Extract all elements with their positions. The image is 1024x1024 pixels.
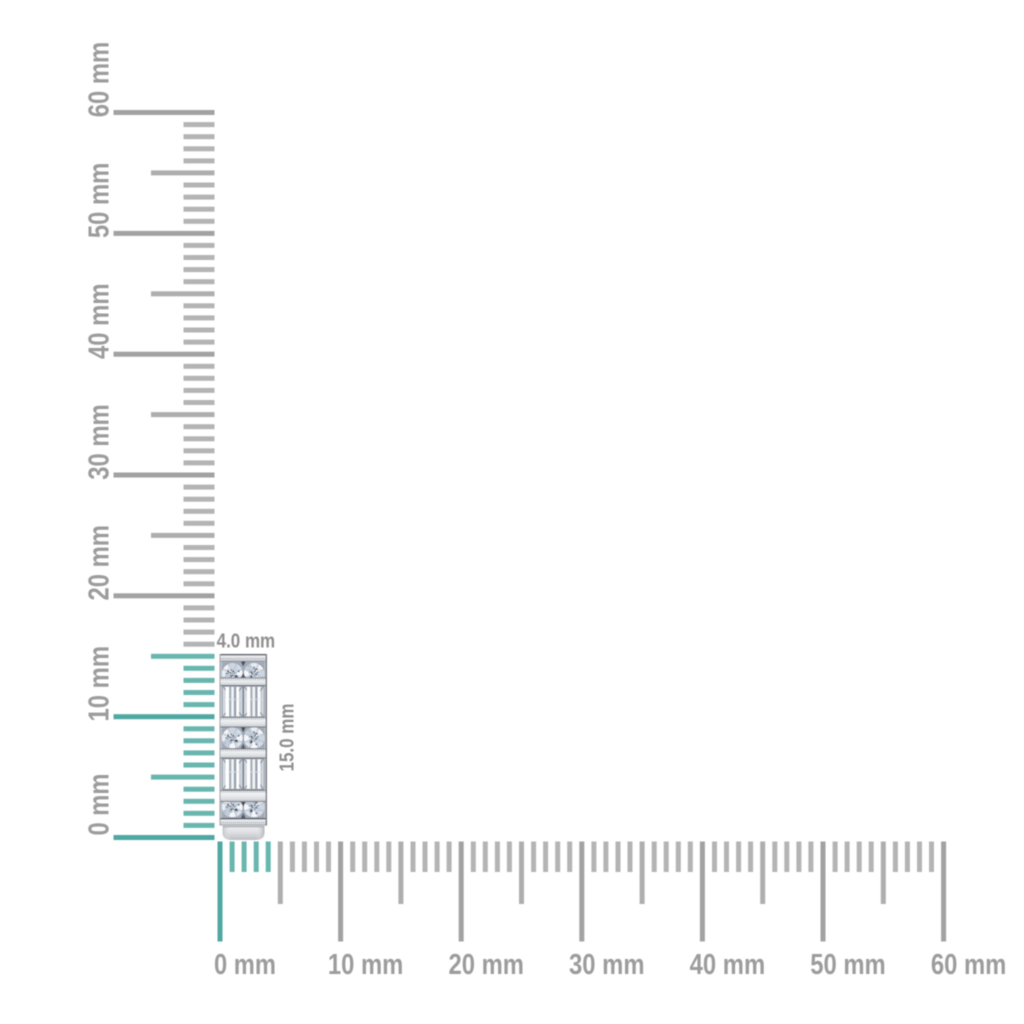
svg-text:0 mm: 0 mm (84, 774, 116, 836)
svg-text:4.0 mm: 4.0 mm (217, 630, 276, 653)
svg-text:50 mm: 50 mm (84, 163, 116, 239)
svg-text:10 mm: 10 mm (328, 949, 404, 981)
svg-text:10 mm: 10 mm (84, 646, 116, 722)
svg-text:20 mm: 20 mm (84, 525, 116, 601)
svg-text:15.0 mm: 15.0 mm (276, 704, 299, 772)
svg-text:0 mm: 0 mm (214, 949, 276, 981)
svg-text:40 mm: 40 mm (690, 949, 766, 981)
svg-text:40 mm: 40 mm (84, 283, 116, 359)
svg-text:30 mm: 30 mm (569, 949, 645, 981)
svg-text:50 mm: 50 mm (810, 949, 886, 981)
svg-text:20 mm: 20 mm (448, 949, 524, 981)
svg-text:30 mm: 30 mm (84, 404, 116, 480)
svg-text:60 mm: 60 mm (931, 949, 1007, 981)
svg-text:60 mm: 60 mm (84, 42, 116, 118)
